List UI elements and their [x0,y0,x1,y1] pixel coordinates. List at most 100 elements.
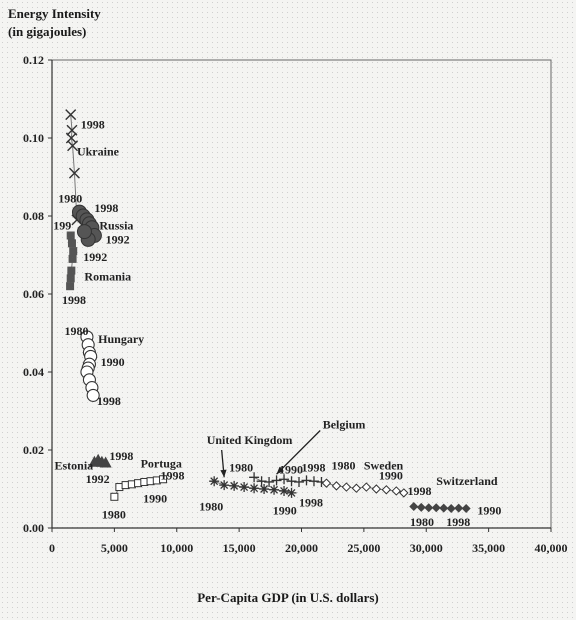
annotation-label: 1998 [81,117,105,131]
data-point-switzerland [461,504,471,513]
data-point-belgium [308,476,319,487]
data-point-romania [66,231,75,240]
series-layer [65,109,471,513]
data-point-russia [76,224,92,240]
data-point-sweden [341,482,352,492]
data-point-romania [67,239,76,248]
annotation-label: United Kingdom [207,433,293,447]
annotation-label: Russia [99,219,133,233]
y-tick-label: 0.06 [23,287,44,301]
data-point-united-kingdom [229,480,240,491]
annotation-label: 1980 [331,459,355,473]
annotation-label: 1992 [83,250,107,264]
data-point-romania [69,247,78,256]
data-point-switzerland [416,502,426,512]
data-point-romania [66,274,75,283]
data-point-united-kingdom [269,484,280,495]
data-point-ukraine [65,109,77,121]
annotation-label: 1998 [446,515,470,529]
annotation-label: Estonia [54,459,93,473]
data-point-belgium [286,476,297,487]
data-point-united-kingdom [259,484,270,494]
annotation-label: Ukraine [77,145,120,159]
data-point-united-kingdom [209,476,220,487]
data-point-sweden [399,488,409,498]
data-point-belgium [271,475,282,486]
annotation-label: Romania [84,269,131,283]
series-line-ukraine [70,114,78,220]
arrows-layer [220,430,321,478]
series-switzerland [409,502,471,513]
y-tick-label: 0.02 [23,443,44,457]
data-point-sweden [351,483,362,493]
annotation-label: 1992 [106,232,130,246]
series-united-kingdom [209,476,297,498]
scatter-chart: 0.00 0.02 0.04 0.06 0.08 0.10 0.12 0 5,000 10,000… [23,53,568,555]
y-tick-label: 0.00 [23,521,44,535]
series-hungary [80,330,100,402]
annotation-label: 1980 [229,460,253,474]
annotation-label: Hungary [98,332,144,346]
x-tick-label: 5,000 [101,541,128,555]
series-romania [66,231,78,291]
data-point-united-kingdom [239,482,250,493]
annotation-label: 1990 [101,355,125,369]
data-point-ukraine [68,167,80,179]
annotation-label: 1998 [302,460,326,474]
data-point-belgium [279,474,290,485]
annotation-label: 1992 [86,472,110,486]
data-point-united-kingdom [249,483,260,494]
annotation-arrow-head [220,469,227,478]
data-point-sweden [361,482,372,492]
data-point-sweden [391,486,402,496]
annotation-label: 1998 [161,468,185,482]
data-point-romania [66,282,75,291]
data-point-switzerland [439,503,449,513]
data-point-hungary [86,388,100,402]
annotation-label: 1990 [273,503,297,517]
annotation-arrow-head [276,466,284,475]
x-tick-label: 30,000 [410,541,443,555]
x-tick-label: 25,000 [347,541,380,555]
data-point-switzerland [431,503,441,513]
x-tick-label: 0 [49,541,55,555]
series-sweden [321,478,409,498]
annotation-label: 1998 [97,394,121,408]
annotation-label: 1990 [279,462,303,476]
y-tick-label: 0.10 [23,131,44,145]
x-axis-label: Per-Capita GDP (in U.S. dollars) [197,590,379,605]
annotation-label: 1980 [199,499,223,513]
annotation-label: 1990 [477,503,501,517]
x-tick-label: 10,000 [160,541,193,555]
x-tick-label: 35,000 [472,541,505,555]
series-portugal [110,475,168,501]
annotation-label: 199 [53,219,71,233]
data-point-united-kingdom [286,487,297,498]
data-point-united-kingdom [279,485,290,496]
data-point-sweden [381,485,392,495]
annotation-label: 1980 [58,191,82,205]
annotation-label: Belgium [323,418,366,432]
data-point-belgium [301,475,312,486]
data-point-sweden [371,484,382,494]
y-tick-label: 0.08 [23,209,44,223]
data-point-portugal [110,492,119,501]
annotation-label: Sweden [364,459,404,473]
data-point-belgium [294,476,305,487]
annotation-label: 1998 [62,293,86,307]
series-russia [71,204,102,247]
annotation-arrow-line [276,430,321,475]
data-point-estonia [99,456,112,468]
annotation-label: 1998 [94,201,118,215]
y-axis-label-line-1: Energy Intensity [8,6,101,21]
series-estonia [88,453,112,468]
y-tick-label: 0.12 [23,53,44,67]
y-tick-label: 0.04 [23,365,44,379]
annotation-label: 1980 [64,324,88,338]
annotation-label: 1990 [143,492,167,506]
data-point-switzerland [424,503,434,513]
x-tick-label: 15,000 [223,541,256,555]
data-point-ukraine [67,140,79,152]
annotation-label: 1998 [109,449,133,463]
